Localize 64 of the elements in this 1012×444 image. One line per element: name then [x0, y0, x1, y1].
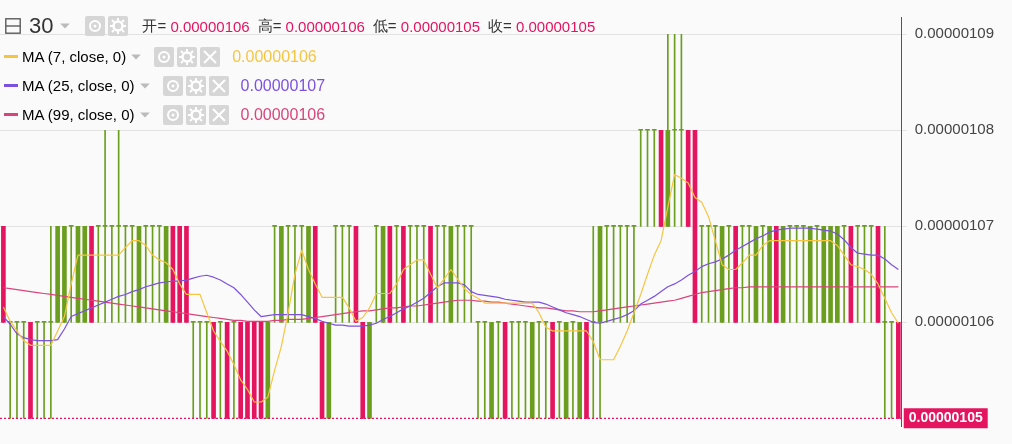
candlestick — [299, 224, 305, 323]
candlestick — [14, 320, 20, 419]
candlestick — [482, 320, 488, 419]
candlestick — [102, 129, 108, 323]
candlestick — [285, 224, 291, 323]
y-tick-label: 0.00000107 — [914, 216, 994, 234]
candlestick — [407, 224, 413, 323]
candlestick — [204, 320, 210, 419]
candlestick — [373, 224, 379, 323]
candlestick — [190, 320, 196, 419]
candlestick — [21, 320, 27, 419]
candlestick — [543, 320, 549, 419]
candlestick — [468, 224, 474, 323]
annotation: 开= 0.00000106 — [142, 16, 250, 36]
candlestick — [624, 224, 630, 323]
candlestick — [41, 320, 47, 419]
candlestick — [95, 224, 101, 323]
legend-label: MA (25, close, 0) — [22, 77, 135, 94]
candlestick — [48, 225, 54, 419]
candlestick — [414, 224, 420, 323]
candlestick — [841, 224, 847, 323]
chart-title: 30 — [29, 13, 54, 39]
candlestick — [231, 320, 237, 419]
candlestick — [509, 320, 515, 419]
candlestick — [787, 224, 793, 323]
candlestick — [631, 224, 637, 323]
candlestick — [651, 128, 657, 227]
candlestick — [712, 224, 718, 323]
y-tick-label: 0.00000106 — [914, 312, 994, 330]
candlestick — [604, 224, 610, 323]
y-tick-label: 0.00000108 — [914, 120, 994, 138]
candlestick — [197, 320, 203, 419]
candlestick — [570, 320, 576, 419]
candlestick — [421, 224, 427, 323]
legend-label: MA (7, close, 0) — [22, 48, 127, 65]
candlestick — [516, 320, 522, 419]
candlestick — [814, 224, 820, 323]
candlestick — [699, 224, 705, 323]
ref-line-label: 0.00000105 — [908, 409, 983, 426]
annotation: 0.00000106 — [240, 105, 326, 124]
y-tick-label: 0.00000109 — [914, 24, 994, 42]
annotation: 收= 0.00000105 — [488, 16, 596, 36]
annotation: 低= 0.00000105 — [372, 16, 481, 36]
annotation: 0.00000107 — [240, 76, 326, 95]
candlestick — [746, 224, 752, 323]
candlestick — [882, 225, 888, 419]
legend-label: MA (99, close, 0) — [22, 106, 135, 123]
annotation: 0.00000106 — [232, 47, 317, 66]
candlestick — [441, 224, 447, 323]
candlestick — [475, 320, 481, 419]
candlestick — [536, 320, 542, 419]
candlestick — [143, 224, 149, 323]
candlestick — [760, 224, 766, 323]
candlestick — [868, 224, 874, 323]
candlestick — [346, 224, 352, 323]
candlestick — [434, 224, 440, 323]
candlestick — [129, 224, 135, 323]
annotation: 高= 0.00000106 — [257, 16, 365, 36]
candlestick — [109, 224, 115, 323]
candlestick — [68, 224, 74, 323]
candlestick — [638, 128, 644, 227]
candlestick — [726, 224, 732, 323]
candlestick — [34, 320, 40, 419]
candlestick — [855, 224, 861, 323]
